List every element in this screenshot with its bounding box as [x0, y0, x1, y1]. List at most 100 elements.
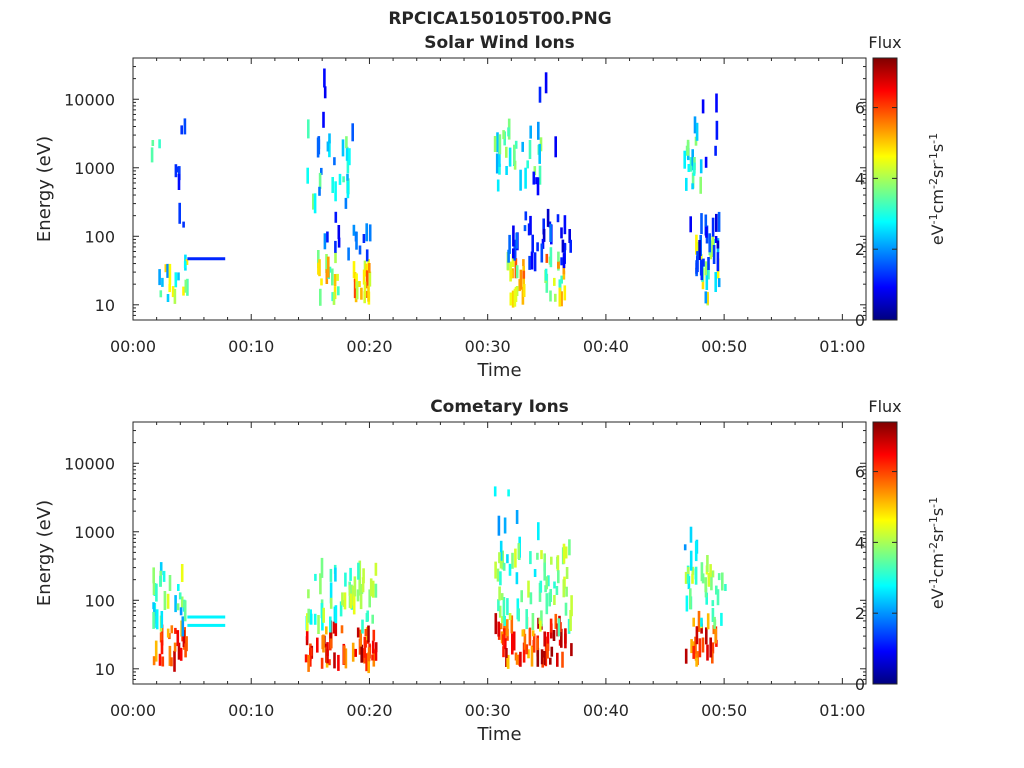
flux-cell [329, 568, 333, 582]
flux-cell [704, 214, 708, 236]
panel-solar-wind-ions: Solar Wind Ions 00:00 00:10 00:20 00:30 00:40… [34, 33, 947, 381]
flux-cell [562, 253, 566, 269]
flux-cell [344, 197, 348, 209]
axes-frame [132, 421, 867, 685]
flux-cell [166, 628, 170, 638]
flux-cell [331, 268, 334, 281]
flux-cell [701, 637, 705, 653]
flux-cell [684, 571, 688, 584]
flux-cell [180, 596, 184, 608]
flux-cell [713, 616, 716, 629]
flux-cell [694, 653, 698, 661]
flux-cell [351, 642, 355, 662]
flux-cell [170, 625, 174, 634]
flux-cell [552, 630, 556, 641]
flux-cell [689, 526, 693, 543]
y-tick-label: 1000 [74, 159, 115, 178]
flux-cell [174, 272, 178, 288]
flux-cell [529, 125, 532, 139]
flux-cell [724, 584, 727, 591]
flux-cell [568, 539, 571, 556]
flux-cell [159, 575, 162, 587]
flux-cell [334, 211, 338, 223]
flux-cell [367, 285, 370, 302]
flux-cell [704, 587, 708, 598]
flux-cell [533, 569, 537, 577]
flux-cell [564, 628, 567, 649]
flux-cell [166, 263, 169, 278]
flux-cell [323, 86, 327, 99]
flux-cell [358, 638, 362, 655]
flux-cell [553, 277, 556, 286]
flux-cell [367, 647, 371, 662]
flux-cell [540, 649, 544, 665]
flux-cell [180, 564, 184, 582]
flux-cell [704, 291, 708, 304]
flux-cell [529, 592, 533, 605]
flux-cell [717, 573, 721, 581]
flux-cell [173, 642, 177, 652]
flux-cell [498, 134, 502, 155]
flux-cell [689, 550, 693, 571]
flux-cell [358, 560, 362, 579]
flux-cell [700, 617, 703, 627]
flux-cell [562, 543, 566, 564]
flux-cell [316, 637, 319, 653]
flux-cell [532, 633, 536, 653]
flux-cell [517, 543, 521, 560]
flux-cell [504, 638, 507, 650]
flux-cell [360, 644, 363, 663]
flux-cell [365, 653, 368, 672]
flux-cell [166, 294, 170, 302]
flux-cell [520, 590, 523, 603]
y-tick-label: 100 [84, 591, 115, 610]
flux-cell [505, 648, 508, 667]
flux-cell [721, 572, 724, 591]
x-tick-label: 00:10 [228, 701, 274, 720]
flux-cell [546, 208, 550, 227]
flux-cell [346, 181, 350, 199]
panels: Solar Wind Ions 00:00 00:10 00:20 00:30 00:40… [34, 33, 947, 745]
flux-cell [183, 600, 187, 622]
flux-cell [692, 645, 695, 659]
flux-cell [305, 636, 309, 646]
flux-cell [698, 638, 702, 658]
x-tick-label: 00:20 [346, 337, 392, 356]
flux-cell [694, 541, 698, 562]
flux-cell [182, 221, 185, 228]
flux-cell [368, 271, 372, 287]
figure-title: RPCICA150105T00.PNG [388, 9, 611, 29]
flux-cell [694, 566, 698, 585]
flux-cell [702, 258, 705, 267]
flux-line [187, 623, 226, 627]
flux-cell [546, 643, 549, 659]
flux-cell [361, 577, 365, 593]
flux-cell [557, 251, 560, 271]
flux-cell [317, 139, 321, 155]
flux-cell [178, 592, 182, 600]
flux-cell [179, 647, 183, 661]
flux-cell [569, 610, 572, 631]
flux-cell [510, 615, 514, 634]
flux-cell [499, 557, 503, 569]
flux-cell [313, 193, 317, 214]
flux-cell [515, 654, 519, 665]
flux-cell [176, 166, 179, 173]
flux-cell [365, 249, 369, 262]
flux-cell [341, 139, 345, 157]
colorbar-tick-label: 2 [855, 604, 865, 623]
flux-cell [570, 643, 573, 657]
flux-cell [691, 573, 694, 584]
y-tick-label: 100 [84, 227, 115, 246]
flux-cell [511, 552, 514, 569]
flux-cell [705, 270, 709, 290]
flux-cell [325, 626, 328, 635]
flux-cell [361, 619, 364, 634]
flux-cell [539, 580, 543, 593]
flux-cell [690, 639, 693, 654]
flux-cell [173, 650, 176, 672]
flux-cell [700, 623, 703, 634]
flux-cell [339, 601, 343, 617]
flux-cell [560, 628, 563, 648]
flux-cell [320, 167, 323, 175]
